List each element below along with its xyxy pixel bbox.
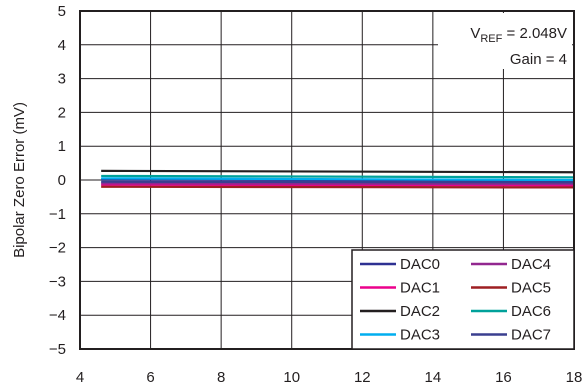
series-line-dac2 [101, 169, 575, 174]
series-lines [101, 169, 575, 189]
y-axis-label: Bipolar Zero Error (mV) [11, 102, 28, 258]
y-tick-label: 4 [58, 37, 66, 54]
legend-label-dac5: DAC5 [511, 280, 551, 297]
y-tick-label: 5 [58, 3, 66, 20]
vref-annotation: VREF = 2.048V [470, 25, 567, 45]
legend-label-dac1: DAC1 [400, 280, 440, 297]
vref-prefix: V [470, 25, 480, 42]
legend-label-dac2: DAC2 [400, 303, 440, 320]
legend-label-dac3: DAC3 [400, 327, 440, 344]
legend-label-dac0: DAC0 [400, 256, 440, 273]
series-line-dac5 [101, 185, 575, 189]
y-tick-label: 2 [58, 104, 66, 121]
x-tick-labels: 4 6 8 10 12 14 16 18 [76, 369, 583, 386]
annotation-box [438, 13, 572, 69]
y-tick-label: −4 [49, 307, 66, 324]
legend-label-dac4: DAC4 [511, 256, 551, 273]
x-tick-label: 18 [566, 369, 583, 386]
x-tick-label: 4 [76, 369, 84, 386]
y-tick-label: −1 [49, 206, 66, 223]
y-tick-label: −2 [49, 240, 66, 257]
legend-box [351, 249, 575, 350]
series-line-dac3 [101, 177, 575, 182]
x-tick-label: 14 [425, 369, 442, 386]
series-line-dac7 [101, 180, 575, 184]
condition-annotation: VREF = 2.048V Gain = 4 [438, 13, 572, 69]
legend-label-dac7: DAC7 [511, 327, 551, 344]
y-tick-label: 3 [58, 71, 66, 88]
gain-annotation: Gain = 4 [510, 51, 567, 68]
series-line-dac4 [101, 182, 575, 186]
x-tick-label: 8 [217, 369, 225, 386]
y-tick-label: −3 [49, 273, 66, 290]
plot-area-frame [79, 10, 575, 350]
y-tick-label: 0 [58, 172, 66, 189]
x-tick-label: 12 [354, 369, 371, 386]
legend: DAC0 DAC1 DAC2 DAC3 DAC4 DAC5 DAC6 DAC7 [351, 249, 575, 350]
vref-subscript: REF [480, 33, 502, 45]
series-line-dac6 [101, 174, 575, 179]
legend-label-dac6: DAC6 [511, 303, 551, 320]
series-line-dac1 [101, 183, 575, 187]
vref-value: = 2.048V [502, 25, 567, 42]
y-tick-label: 1 [58, 138, 66, 155]
y-tick-labels: 5 4 3 2 1 0 −1 −2 −3 −4 −5 [49, 3, 66, 358]
x-tick-label: 16 [495, 369, 512, 386]
x-tick-label: 10 [283, 369, 300, 386]
y-tick-label: −5 [49, 341, 66, 358]
x-tick-label: 6 [146, 369, 154, 386]
